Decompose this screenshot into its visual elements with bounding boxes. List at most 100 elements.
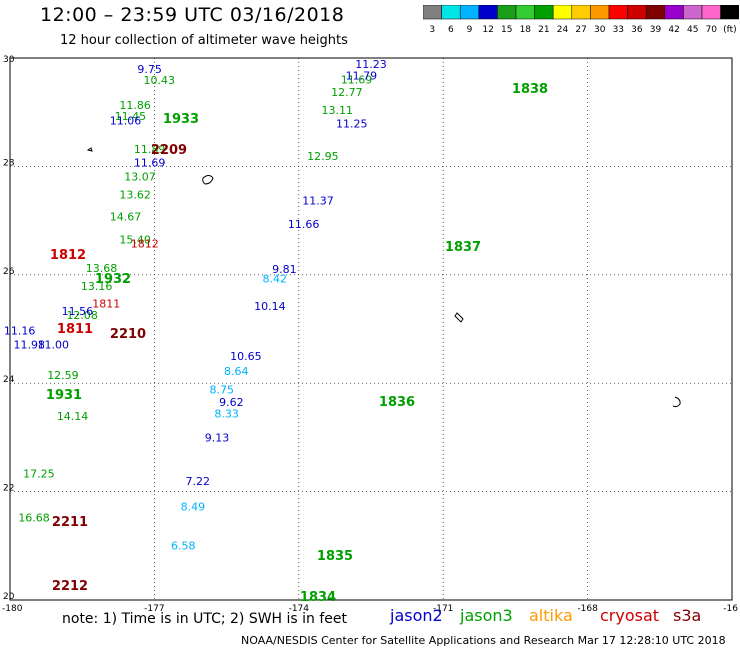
colorbar-label: 6	[448, 25, 454, 35]
pass-time-label: 1811	[57, 322, 93, 337]
colorbar-label: 18	[520, 25, 532, 35]
y-tick-label: 22	[3, 484, 14, 494]
colorbar-label: 39	[650, 25, 662, 35]
island-outline	[672, 396, 681, 408]
swh-data-label: 14.14	[57, 410, 89, 423]
colorbar-swatch	[441, 5, 461, 20]
swh-data-label: 9.81	[272, 263, 297, 276]
y-tick-label: 26	[3, 267, 15, 277]
swh-data-label: 11.00	[38, 339, 70, 352]
swh-data-label: 6.58	[171, 540, 196, 553]
colorbar-swatch	[515, 5, 535, 20]
colorbar-label: 24	[557, 25, 569, 35]
colorbar-swatch	[720, 5, 739, 20]
swh-data-label: 11.86	[119, 99, 151, 112]
colorbar-label: (ft)	[723, 25, 737, 35]
swh-data-label: 11.89	[134, 143, 166, 156]
swh-data-label: 11.16	[4, 324, 36, 337]
chart-title: 12:00 – 23:59 UTC 03/16/2018	[40, 4, 345, 26]
colorbar-swatch	[571, 5, 591, 20]
swh-data-label: 13.11	[322, 104, 354, 117]
colorbar-label: 42	[668, 25, 679, 35]
swh-data-label: 11.56	[62, 305, 94, 318]
x-tick-label: -16	[723, 604, 738, 614]
swh-data-label: 13.16	[81, 280, 113, 293]
swh-data-label: 9.75	[137, 63, 162, 76]
swh-data-label: 14.67	[110, 211, 142, 224]
swh-data-label: 11.06	[110, 115, 142, 128]
satellite-jason2-label: jason2	[390, 606, 443, 625]
colorbar-swatch	[423, 5, 442, 20]
swh-data-label: 7.22	[185, 475, 210, 488]
colorbar-swatch	[478, 5, 498, 20]
swh-data-label: 16.68	[18, 511, 50, 524]
swh-data-label: 8.33	[214, 407, 239, 420]
pass-time-label: 2211	[52, 515, 88, 530]
colorbar-label: 30	[594, 25, 606, 35]
x-tick-label: -168	[577, 604, 598, 614]
swh-data-label: 12.77	[331, 86, 363, 99]
swh-data-label: 10.65	[230, 350, 262, 363]
colorbar-label: 70	[706, 25, 718, 35]
colorbar-swatch	[590, 5, 610, 20]
y-tick-label: 20	[3, 592, 15, 602]
swh-data-label: 13.68	[86, 262, 118, 275]
colorbar-label: 3	[429, 25, 435, 35]
pass-time-label: 1838	[512, 82, 548, 97]
colorbar-swatch	[627, 5, 647, 20]
x-tick-label: -171	[433, 604, 453, 614]
pass-time-labels: 1838 1933 2209 1837 1932 1812 1811 2210 1931 1836…	[46, 82, 548, 605]
x-tick-label: -174	[289, 604, 310, 614]
chart-subtitle: 12 hour collection of altimeter wave hei…	[60, 33, 348, 48]
colorbar-label: 15	[501, 25, 512, 35]
x-tick-label: -177	[144, 604, 164, 614]
pass-time-label: 1933	[163, 112, 199, 127]
colorbar-swatch	[534, 5, 554, 20]
island-outline	[454, 312, 464, 323]
colorbar-swatch	[683, 5, 703, 20]
swh-colorbar: 3 6 9 12 15 18 21 24 27 30 33 36 39 42 45 70 (ft)	[423, 5, 739, 35]
colorbar-swatch	[645, 5, 666, 20]
swh-data-label: 11.79	[346, 70, 378, 83]
colorbar-swatch	[701, 5, 721, 20]
swh-data-label: 11.25	[336, 117, 368, 130]
pass-time-label: 1931	[46, 388, 82, 403]
plot-frame	[9, 57, 733, 601]
swh-data-label: 11.66	[288, 218, 320, 231]
colorbar-label: 9	[467, 25, 473, 35]
x-tick-label: -180	[2, 604, 23, 614]
swh-data-label: 1811	[92, 297, 120, 310]
colorbar-label: 45	[687, 25, 698, 35]
pass-time-label: 2212	[52, 579, 88, 594]
swh-data-label: 8.64	[224, 365, 249, 378]
y-tick-label: 24	[3, 375, 15, 385]
y-tick-label: 30	[3, 55, 15, 65]
island-outline	[86, 147, 93, 152]
swh-data-label: 9.62	[219, 396, 244, 409]
swh-data-label: 11.45	[115, 110, 147, 123]
swh-data-label: 11.23	[355, 58, 387, 71]
swh-data-label: 10.43	[143, 74, 175, 87]
pass-time-label: 1834	[300, 590, 336, 605]
swh-data-label: 15.40	[119, 233, 151, 246]
pass-time-label: 2209	[151, 143, 187, 158]
units-note: note: 1) Time is in UTC; 2) SWH is in fe…	[62, 611, 348, 627]
colorbar-label: 12	[482, 25, 493, 35]
pass-time-label: 1812	[50, 248, 86, 263]
swh-data-label: 11.98	[14, 339, 46, 352]
swh-data-label: 12.95	[307, 150, 339, 163]
swh-data-label: 17.25	[23, 468, 55, 481]
island-outline	[202, 175, 214, 185]
swh-data-label: 11.69	[341, 73, 373, 86]
colorbar-swatch	[459, 5, 480, 20]
satellite-s3a-label: s3a	[673, 606, 702, 625]
swh-data-label: 11.37	[302, 194, 334, 207]
colorbar-swatch	[664, 5, 684, 20]
y-tick-label: 28	[3, 158, 15, 168]
swh-data-label: 8.49	[181, 501, 206, 514]
credit-line: NOAA/NESDIS Center for Satellite Applica…	[241, 634, 726, 647]
colorbar-label: 36	[631, 25, 643, 35]
pass-time-label: 1836	[379, 395, 415, 410]
colorbar-swatch	[497, 5, 517, 20]
